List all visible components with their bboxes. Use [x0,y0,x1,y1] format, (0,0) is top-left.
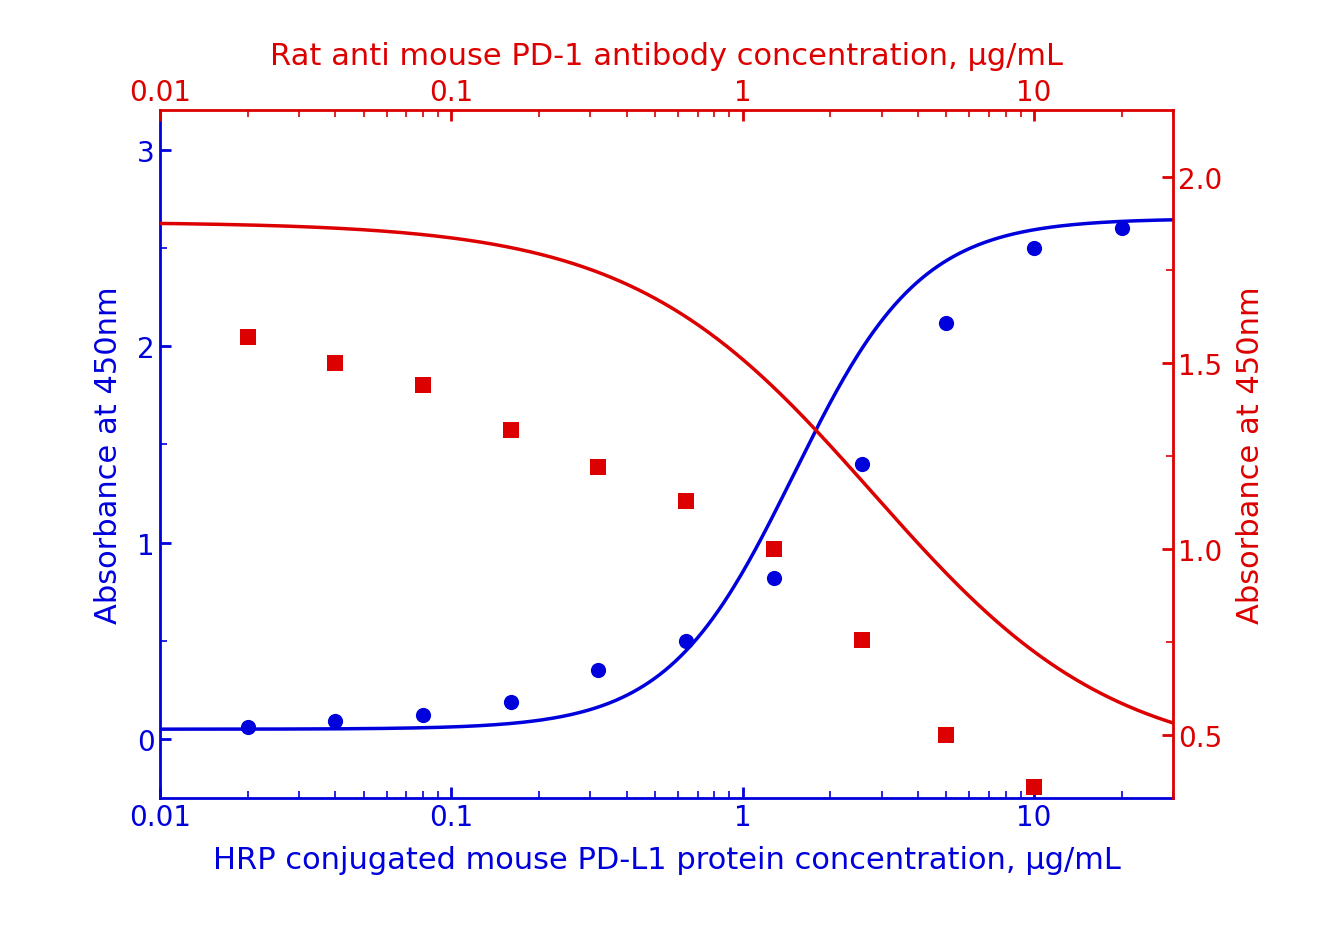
Point [237,330,259,345]
Point [1112,811,1133,826]
Point [764,542,785,557]
Point [850,458,872,472]
Point [412,708,433,723]
Point [588,460,609,475]
Point [936,728,957,742]
Point [237,720,259,735]
Y-axis label: Absorbance at 450nm: Absorbance at 450nm [95,286,124,624]
Point [1112,222,1133,237]
Point [850,633,872,648]
Point [676,494,697,509]
Point [1024,780,1045,794]
Point [1024,241,1045,256]
Point [412,379,433,393]
Point [325,356,347,371]
Y-axis label: Absorbance at 450nm: Absorbance at 450nm [1236,286,1265,624]
Point [500,694,521,709]
Point [764,571,785,586]
Point [588,664,609,678]
Point [936,316,957,330]
Point [676,634,697,649]
X-axis label: Rat anti mouse PD-1 antibody concentration, µg/mL: Rat anti mouse PD-1 antibody concentrati… [271,42,1062,71]
X-axis label: HRP conjugated mouse PD-L1 protein concentration, µg/mL: HRP conjugated mouse PD-L1 protein conce… [212,844,1121,874]
Point [325,715,347,729]
Point [500,423,521,438]
